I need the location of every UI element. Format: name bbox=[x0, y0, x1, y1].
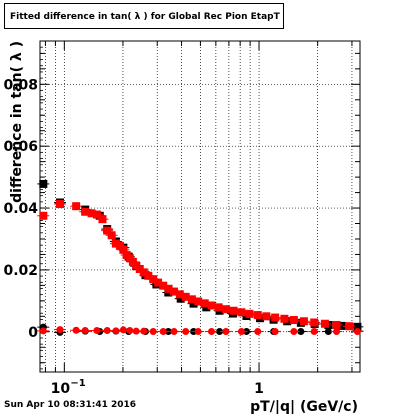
data-point-square bbox=[280, 314, 289, 323]
data-point-square bbox=[103, 226, 112, 235]
data-point-square bbox=[92, 210, 101, 219]
data-point-circle bbox=[290, 327, 298, 335]
x-tick-label: 1 bbox=[254, 381, 264, 397]
data-point-square bbox=[310, 318, 319, 327]
data-point-square bbox=[107, 231, 116, 240]
footer-timestamp: Sun Apr 10 08:31:41 2016 bbox=[4, 400, 137, 410]
data-point-circle bbox=[353, 327, 361, 335]
y-tick-label: 0.04 bbox=[3, 201, 38, 217]
data-point-square bbox=[271, 313, 280, 322]
grid-lines bbox=[40, 41, 360, 372]
data-point-circle bbox=[182, 327, 190, 335]
data-point-circle bbox=[126, 327, 134, 335]
data-point-square bbox=[111, 239, 120, 248]
data-point-circle bbox=[333, 327, 341, 335]
data-point-circle bbox=[93, 327, 101, 335]
data-point-circle bbox=[81, 327, 89, 335]
data-point-square bbox=[181, 292, 190, 301]
data-point-square bbox=[39, 179, 48, 188]
data-point-circle bbox=[216, 327, 224, 335]
data-point-circle bbox=[112, 327, 120, 335]
data-point-square bbox=[338, 321, 347, 330]
data-point-square bbox=[55, 200, 64, 209]
data-point-square bbox=[39, 211, 48, 220]
data-point-square bbox=[170, 287, 179, 296]
x-tick-label: 10 bbox=[51, 381, 71, 397]
data-point-square bbox=[332, 320, 341, 329]
data-point-circle bbox=[222, 327, 230, 335]
data-point-circle bbox=[194, 327, 202, 335]
data-point-square bbox=[98, 215, 107, 224]
data-point-square bbox=[194, 297, 203, 306]
data-point-square bbox=[164, 284, 173, 293]
x-axis-label: pT/|q| (GeV/c) bbox=[250, 399, 358, 414]
data-point-square bbox=[253, 311, 262, 320]
data-point-square bbox=[299, 317, 308, 326]
data-point-circle bbox=[237, 327, 245, 335]
data-point-square bbox=[159, 281, 168, 290]
data-point-square bbox=[237, 308, 246, 317]
data-point-circle bbox=[310, 327, 318, 335]
y-tick-label: 0 bbox=[28, 325, 38, 341]
data-point-square bbox=[144, 271, 153, 280]
y-tick-label: 0.02 bbox=[3, 263, 38, 279]
data-point-square bbox=[202, 303, 211, 312]
data-point-square bbox=[135, 264, 144, 273]
data-point-square bbox=[187, 295, 196, 304]
data-point-circle bbox=[254, 327, 262, 335]
data-point-circle bbox=[149, 327, 157, 335]
data-point-square bbox=[87, 209, 96, 218]
data-point-circle bbox=[208, 327, 216, 335]
data-point-square bbox=[175, 290, 184, 299]
data-point-circle bbox=[119, 326, 127, 334]
data-point-square bbox=[200, 299, 209, 308]
data-point-square bbox=[320, 319, 329, 328]
axes bbox=[40, 41, 360, 372]
data-point-square bbox=[289, 316, 298, 325]
y-axis-label: difference in tan( λ ) bbox=[9, 41, 25, 203]
data-point-square bbox=[353, 322, 362, 331]
data-point-square bbox=[221, 305, 230, 314]
tick-labels: 0 0.02 0.04 0.06 0.08 10 −1 1 bbox=[3, 77, 263, 397]
data-point-circle bbox=[39, 327, 47, 335]
data-point-circle bbox=[324, 327, 332, 335]
data-point-square bbox=[214, 303, 223, 312]
y-tick-label: 0.06 bbox=[3, 139, 38, 155]
data-point-circle bbox=[297, 327, 305, 335]
data-point-circle bbox=[271, 327, 279, 335]
data-point-circle bbox=[132, 327, 140, 335]
data-point-square bbox=[176, 294, 185, 303]
x-tick-exponent: −1 bbox=[70, 378, 85, 389]
data-point-square bbox=[207, 301, 216, 310]
data-point-square bbox=[119, 245, 128, 254]
data-point-square bbox=[229, 306, 238, 315]
data-point-circle bbox=[103, 327, 111, 335]
chart-title: Fitted difference in tan( λ ) for Global… bbox=[4, 3, 284, 29]
data-point-circle bbox=[170, 327, 178, 335]
data-point-square bbox=[139, 268, 148, 277]
data-marks bbox=[37, 179, 364, 336]
data-point-square bbox=[115, 241, 124, 250]
data-point-square bbox=[245, 309, 254, 318]
data-point-square bbox=[262, 312, 271, 321]
data-point-square bbox=[81, 207, 90, 216]
y-tick-label: 0.08 bbox=[3, 77, 38, 93]
data-point-square bbox=[72, 202, 81, 211]
data-point-square bbox=[149, 275, 158, 284]
data-point-square bbox=[345, 322, 354, 331]
data-point-square bbox=[154, 278, 163, 287]
data-point-circle bbox=[56, 326, 64, 334]
data-point-square bbox=[189, 299, 198, 308]
data-point-circle bbox=[72, 326, 80, 334]
data-point-circle bbox=[140, 327, 148, 335]
data-point-circle bbox=[159, 327, 167, 335]
